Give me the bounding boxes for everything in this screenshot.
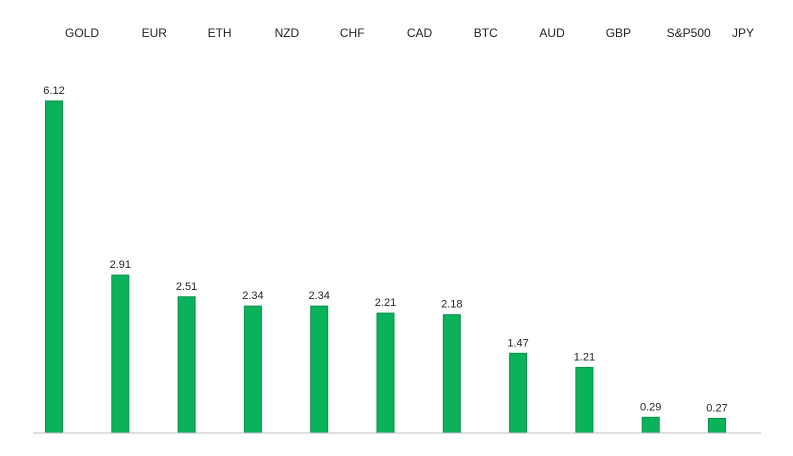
bar-eth <box>177 296 196 434</box>
bar-chf <box>310 305 329 434</box>
category-label-gbp: GBP <box>606 26 631 40</box>
value-label-chf: 2.34 <box>308 290 329 302</box>
category-label-s-p500: S&P500 <box>667 26 711 40</box>
category-labels: GOLD EUR ETH NZD CHF CAD BTC AUD GBP S&P500 JPY <box>65 26 754 40</box>
bar-nzd <box>243 305 262 434</box>
value-label-s-p500: 0.29 <box>640 401 661 413</box>
category-label-eur: EUR <box>142 26 168 40</box>
bars <box>45 100 726 434</box>
bar-gbp <box>575 366 594 434</box>
category-label-cad: CAD <box>407 26 433 40</box>
bar-s-p500 <box>641 416 660 434</box>
value-label-gold: 6.12 <box>43 85 64 97</box>
category-label-nzd: NZD <box>275 26 300 40</box>
category-label-btc: BTC <box>474 26 498 40</box>
value-label-aud: 1.47 <box>507 337 528 349</box>
category-label-gold: GOLD <box>65 26 99 40</box>
value-label-cad: 2.21 <box>375 297 396 309</box>
category-label-eth: ETH <box>208 26 232 40</box>
value-labels: 6.12 2.91 2.51 2.34 2.34 2.21 2.18 1.47 1.21 0.29… <box>43 85 727 414</box>
category-label-aud: AUD <box>539 26 565 40</box>
bar-eur <box>111 274 130 434</box>
bar-cad <box>376 312 395 434</box>
value-label-eur: 2.91 <box>110 259 131 271</box>
bar-btc <box>442 314 461 434</box>
bar-gold <box>45 100 63 434</box>
value-label-eth: 2.51 <box>176 281 197 293</box>
bar-jpy <box>708 417 726 434</box>
value-label-jpy: 0.27 <box>706 402 727 414</box>
value-label-gbp: 1.21 <box>574 351 595 363</box>
category-label-jpy: JPY <box>732 26 754 40</box>
category-label-chf: CHF <box>340 26 365 40</box>
value-label-nzd: 2.34 <box>242 290 263 302</box>
value-label-btc: 2.18 <box>441 299 462 311</box>
bar-aud <box>509 352 528 434</box>
